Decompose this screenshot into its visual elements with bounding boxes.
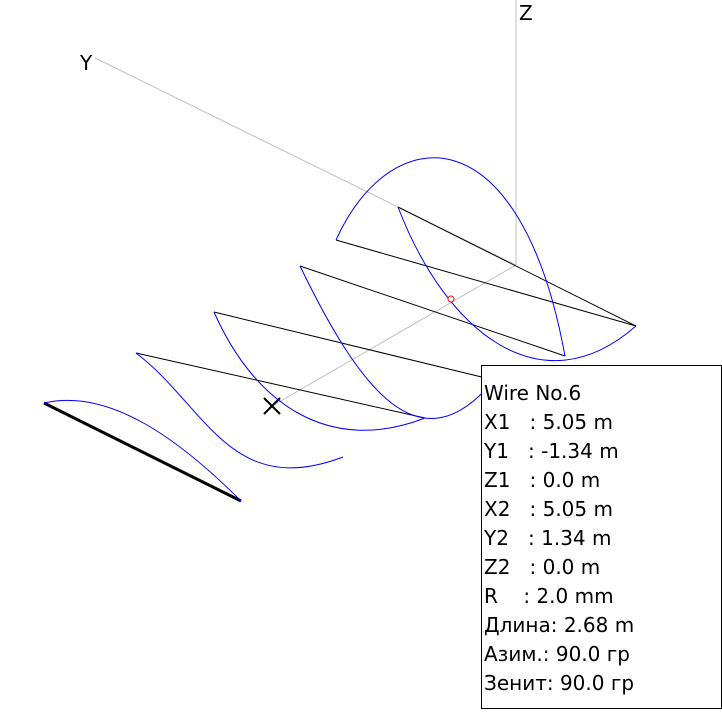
z-axis-label: Z — [519, 1, 533, 25]
feed-point[interactable] — [447, 295, 455, 303]
wire-3[interactable] — [213, 311, 495, 381]
current-curve-4 — [299, 265, 495, 419]
wire-info-title: Wire No.6 — [484, 381, 582, 405]
wire-info-z2: Z2 : 0.0 m — [484, 555, 601, 579]
wire-info-zenith: Зенит: 90.0 гр — [484, 671, 635, 695]
current-curve-1 — [43, 399, 242, 502]
current-curve-5 — [335, 157, 566, 357]
x-axis-marker — [263, 397, 281, 415]
wire-5[interactable] — [335, 239, 637, 327]
wire-info-radius: R : 2.0 mm — [484, 584, 614, 608]
wire-6[interactable] — [397, 206, 637, 327]
wire-info-z1: Z1 : 0.0 m — [484, 468, 601, 492]
current-distribution — [43, 157, 637, 502]
wire-info-x1: X1 : 5.05 m — [484, 410, 613, 434]
x-axis — [271, 264, 517, 407]
wires — [43, 206, 637, 503]
wire-info-panel: Wire No.6 X1 : 5.05 m Y1 : -1.34 m Z1 : … — [481, 365, 722, 709]
current-curve-6 — [397, 206, 637, 362]
wire-info-y1: Y1 : -1.34 m — [484, 439, 619, 463]
wire-info-azimuth: Азим.: 90.0 гр — [484, 642, 630, 666]
wire-info-length: Длина: 2.68 m — [484, 613, 635, 637]
y-axis-label: Y — [79, 51, 93, 75]
wire-info-x2: X2 : 5.05 m — [484, 497, 613, 521]
wire-4[interactable] — [299, 265, 566, 357]
wire-1[interactable] — [43, 401, 242, 503]
wire-2[interactable] — [135, 352, 426, 419]
current-curve-2 — [135, 352, 344, 469]
current-curve-3 — [213, 311, 426, 431]
wire-info-y2: Y2 : 1.34 m — [484, 526, 612, 550]
